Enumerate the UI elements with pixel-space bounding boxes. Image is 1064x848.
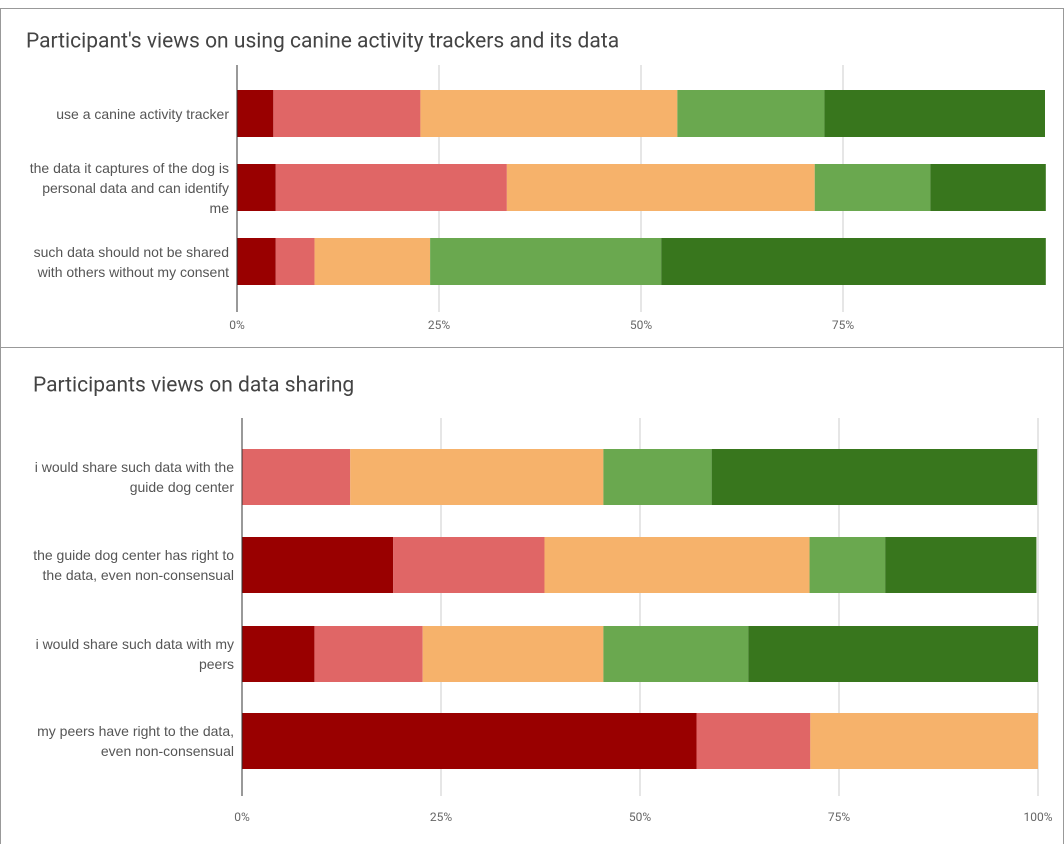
bar-segment	[237, 164, 276, 211]
category-label-box: i would share such data with my peers	[35, 636, 234, 672]
bar-segment	[430, 238, 662, 285]
x-tick-label: 75%	[828, 810, 850, 824]
y-category-label: use a canine activity tracker	[56, 105, 229, 122]
bar-segment	[603, 449, 712, 505]
bar-segment	[603, 626, 749, 682]
chart-title: Participants views on data sharing	[33, 374, 354, 398]
y-category-label: i would share such data with my peers	[35, 636, 234, 672]
x-tick-label: 100%	[1023, 810, 1052, 824]
bar-segment	[885, 537, 1037, 593]
y-category-label: the guide dog center has right to the da…	[33, 547, 234, 583]
category-label-box: the guide dog center has right to the da…	[33, 547, 234, 583]
x-tick-label: 0%	[234, 810, 250, 824]
bar-segment	[814, 164, 931, 211]
bar-segment	[242, 449, 351, 505]
bar-segment	[314, 238, 431, 285]
bar-segment	[930, 164, 1046, 211]
bar-segment	[242, 626, 315, 682]
y-category-label: the data it captures of the dog is perso…	[29, 159, 229, 216]
bar-segment	[393, 537, 545, 593]
y-category-label: such data should not be shared with othe…	[33, 243, 229, 280]
bar-segment	[420, 90, 678, 137]
bar-segment	[275, 238, 315, 285]
x-tick-label: 25%	[428, 318, 450, 332]
bar-segment	[314, 626, 423, 682]
bar-segment	[242, 713, 697, 769]
x-tick-label: 25%	[430, 810, 452, 824]
chart-title: Participant's views on using canine acti…	[26, 30, 619, 54]
bar-segment	[809, 537, 886, 593]
bar-segment	[824, 90, 1045, 137]
x-tick-label: 50%	[630, 318, 652, 332]
bar-segment	[506, 164, 815, 211]
x-tick-label: 50%	[629, 810, 651, 824]
bar-segment	[273, 90, 421, 137]
bar-segment	[810, 713, 1038, 769]
y-category-label: my peers have right to the data, even no…	[37, 723, 234, 759]
bar-segment	[677, 90, 825, 137]
bar-segment	[544, 537, 810, 593]
bar-segment	[237, 90, 274, 137]
bar-segment	[422, 626, 604, 682]
category-label-box: i would share such data with the guide d…	[34, 459, 234, 495]
bar-segment	[696, 713, 811, 769]
x-tick-label: 0%	[229, 318, 245, 332]
y-category-label: i would share such data with the guide d…	[34, 459, 234, 495]
category-label-box: such data should not be shared with othe…	[33, 243, 229, 280]
category-label-box: use a canine activity tracker	[56, 105, 229, 122]
x-tick-label: 75%	[832, 318, 854, 332]
bar-segment	[748, 626, 1038, 682]
bar-segment	[711, 449, 1038, 505]
bar-segment	[350, 449, 604, 505]
bar-segment	[237, 238, 276, 285]
category-label-box: my peers have right to the data, even no…	[37, 723, 234, 759]
bar-segment	[661, 238, 1046, 285]
category-label-box: the data it captures of the dog is perso…	[29, 159, 229, 216]
bar-segment	[242, 537, 394, 593]
bar-segment	[275, 164, 507, 211]
